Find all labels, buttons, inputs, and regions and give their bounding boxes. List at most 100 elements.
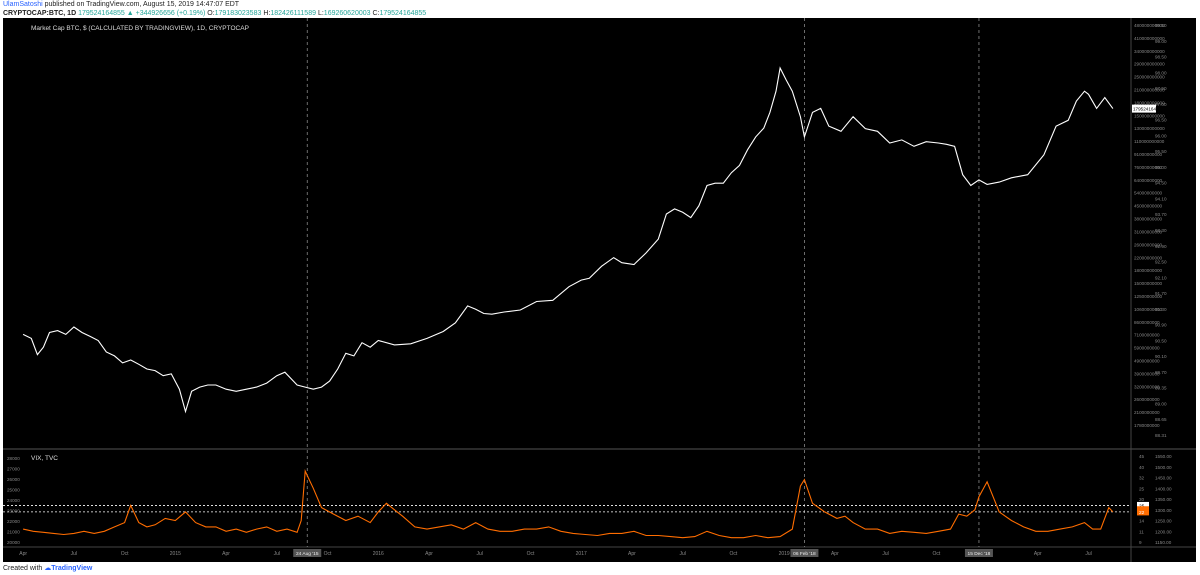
chart-background bbox=[3, 18, 1196, 562]
vix-mid-tick-label: 20 bbox=[1139, 497, 1145, 502]
x-tick-label: Oct bbox=[527, 551, 535, 557]
close-value: 179524164855 bbox=[379, 10, 427, 17]
main-y-tick-label: 250000000000 bbox=[1134, 75, 1165, 80]
vix-right-tick-label: 1350.00 bbox=[1155, 497, 1172, 502]
x-tick-label: Apr bbox=[831, 551, 839, 557]
main-y-tick-label: 5900000000 bbox=[1134, 346, 1160, 351]
tradingview-brand[interactable]: TradingView bbox=[51, 565, 93, 572]
author-link[interactable]: UlamSatoshi bbox=[3, 1, 43, 8]
x-tick-label: 2016 bbox=[373, 551, 384, 557]
vix-left-tick-label: 28000 bbox=[7, 456, 20, 461]
main-y-tick-label: 38000000000 bbox=[1134, 217, 1163, 222]
published-text: published on TradingView.com, August 15,… bbox=[42, 1, 240, 8]
main-y-tick-label: 45000000000 bbox=[1134, 204, 1163, 209]
vix-left-tick-label: 26000 bbox=[7, 477, 20, 482]
main-y-tick-label-secondary: 88.65 bbox=[1155, 417, 1167, 422]
main-y-tick-label: 3900000000 bbox=[1134, 371, 1160, 376]
footer: Created with ☁TradingView bbox=[3, 563, 92, 575]
main-y-tick-label: 2100000000 bbox=[1134, 410, 1160, 415]
close-label: C: bbox=[372, 10, 380, 17]
header: UlamSatoshi published on TradingView.com… bbox=[3, 0, 1198, 22]
vix-right-tick-label: 1500.00 bbox=[1155, 465, 1172, 470]
main-y-tick-label-secondary: 94.10 bbox=[1155, 196, 1167, 201]
vix-mid-tick-label: 32 bbox=[1139, 476, 1145, 481]
main-y-tick-label: 2600000000 bbox=[1134, 397, 1160, 402]
main-y-tick-label-secondary: 92.10 bbox=[1155, 275, 1167, 280]
x-tick-label: Jul bbox=[71, 551, 77, 557]
publish-info: UlamSatoshi published on TradingView.com… bbox=[3, 1, 239, 9]
main-y-tick-label: 10600000000 bbox=[1134, 307, 1163, 312]
main-y-tick-label-secondary: 90.50 bbox=[1155, 338, 1167, 343]
main-y-tick-label-secondary: 91.30 bbox=[1155, 307, 1167, 312]
main-y-tick-label: 180000000000 bbox=[1134, 100, 1165, 105]
x-tick-label: 2019 bbox=[779, 551, 790, 557]
x-highlight-badge bbox=[964, 549, 993, 557]
main-y-tick-label-secondary: 90.90 bbox=[1155, 323, 1167, 328]
chart-area[interactable]: Market Cap BTC, $ (CALCULATED BY TRADING… bbox=[3, 18, 1196, 562]
main-y-tick-label: 480000000000 bbox=[1134, 23, 1165, 28]
x-tick-label: Oct bbox=[121, 551, 129, 557]
main-y-tick-label-secondary: 99.00 bbox=[1155, 39, 1167, 44]
price-change: ▲ +344926656 (+0.19%) bbox=[126, 10, 206, 17]
x-highlight-label: 24 Aug '15 bbox=[296, 551, 319, 557]
vix-title: VIX, TVC bbox=[31, 455, 58, 462]
vix-line bbox=[22, 468, 1114, 539]
main-y-tick-label-secondary: 88.31 bbox=[1155, 433, 1167, 438]
main-y-tick-label-secondary: 99.50 bbox=[1155, 23, 1167, 28]
x-tick-label: Oct bbox=[730, 551, 738, 557]
main-y-tick-label-secondary: 95.00 bbox=[1155, 165, 1167, 170]
main-y-tick-label-secondary: 93.30 bbox=[1155, 228, 1167, 233]
vix-value-badge bbox=[1137, 508, 1149, 516]
last-value-badge bbox=[1132, 104, 1156, 113]
x-tick-label: Jul bbox=[679, 551, 685, 557]
vix-right-tick-label: 1300.00 bbox=[1155, 508, 1172, 513]
main-y-tick-label-secondary: 91.70 bbox=[1155, 291, 1167, 296]
main-y-tick-label: 22000000000 bbox=[1134, 255, 1163, 260]
main-y-tick-label-secondary: 98.50 bbox=[1155, 55, 1167, 60]
symbol-name[interactable]: CRYPTOCAP:BTC bbox=[3, 10, 64, 17]
vix-mid-tick-label: 40 bbox=[1139, 465, 1145, 470]
main-y-tick-label: 26000000000 bbox=[1134, 242, 1163, 247]
main-y-tick-label-secondary: 97.00 bbox=[1155, 102, 1167, 107]
vix-mid-tick-label: 14 bbox=[1139, 519, 1145, 524]
vix-left-tick-label: 24000 bbox=[7, 498, 20, 503]
interval: , 1D bbox=[63, 10, 77, 17]
vix-left-tick-label: 25000 bbox=[7, 488, 20, 493]
main-y-tick-label: 54000000000 bbox=[1134, 191, 1163, 196]
main-y-tick-label: 130000000000 bbox=[1134, 126, 1165, 131]
main-y-tick-label-secondary: 89.00 bbox=[1155, 401, 1167, 406]
low-value: 169260620003 bbox=[323, 10, 371, 17]
x-tick-label: Oct bbox=[324, 551, 332, 557]
vix-right-tick-label: 1150.00 bbox=[1155, 540, 1172, 545]
vix-mid-tick-label: 25 bbox=[1139, 486, 1145, 491]
chart-svg[interactable]: Market Cap BTC, $ (CALCULATED BY TRADING… bbox=[3, 18, 1196, 562]
high-value: 182426111589 bbox=[270, 10, 316, 17]
vix-left-tick-label: 23000 bbox=[7, 509, 20, 514]
main-y-tick-label: 1780000000 bbox=[1134, 423, 1160, 428]
main-y-tick-label-secondary: 94.50 bbox=[1155, 181, 1167, 186]
vix-right-tick-label: 1450.00 bbox=[1155, 476, 1172, 481]
main-y-tick-label: 410000000000 bbox=[1134, 36, 1165, 41]
x-tick-label: Apr bbox=[222, 551, 230, 557]
x-tick-label: Apr bbox=[628, 551, 636, 557]
x-highlight-badge bbox=[790, 549, 819, 557]
main-y-tick-label: 31000000000 bbox=[1134, 229, 1163, 234]
main-y-tick-label-secondary: 92.50 bbox=[1155, 260, 1167, 265]
main-y-tick-label-secondary: 90.10 bbox=[1155, 354, 1167, 359]
main-y-tick-label: 290000000000 bbox=[1134, 62, 1165, 67]
x-highlight-label: 06 Feb '18 bbox=[793, 551, 816, 557]
x-tick-label: Jul bbox=[477, 551, 483, 557]
x-tick-label: Jul bbox=[882, 551, 888, 557]
vix-left-tick-label: 20000 bbox=[7, 540, 20, 545]
main-y-tick-label: 7100000000 bbox=[1134, 333, 1160, 338]
high-label: H: bbox=[263, 10, 271, 17]
main-y-tick-label-secondary: 96.50 bbox=[1155, 118, 1167, 123]
x-tick-label: 2015 bbox=[170, 551, 181, 557]
main-y-tick-label: 8600000000 bbox=[1134, 320, 1160, 325]
vix-left-tick-label: 21000 bbox=[7, 530, 20, 535]
x-tick-label: Apr bbox=[1034, 551, 1042, 557]
main-y-tick-label: 150000000000 bbox=[1134, 113, 1165, 118]
x-tick-label: Apr bbox=[19, 551, 27, 557]
vix-right-tick-label: 1400.00 bbox=[1155, 486, 1172, 491]
vix-left-tick-label: 27000 bbox=[7, 467, 20, 472]
